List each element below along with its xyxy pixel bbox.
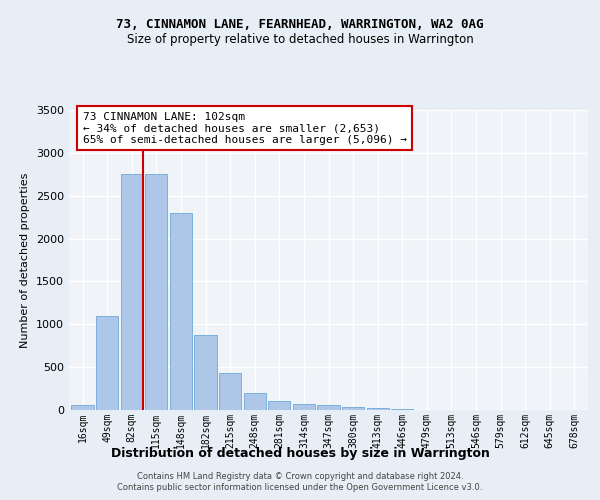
Text: 73, CINNAMON LANE, FEARNHEAD, WARRINGTON, WA2 0AG: 73, CINNAMON LANE, FEARNHEAD, WARRINGTON… bbox=[116, 18, 484, 30]
Text: 73 CINNAMON LANE: 102sqm
← 34% of detached houses are smaller (2,653)
65% of sem: 73 CINNAMON LANE: 102sqm ← 34% of detach… bbox=[83, 112, 407, 145]
Bar bbox=[367, 408, 389, 410]
Bar bbox=[219, 373, 241, 410]
Bar bbox=[145, 174, 167, 410]
Text: Contains public sector information licensed under the Open Government Licence v3: Contains public sector information licen… bbox=[118, 484, 482, 492]
Y-axis label: Number of detached properties: Number of detached properties bbox=[20, 172, 31, 348]
Bar bbox=[391, 409, 413, 410]
Bar bbox=[96, 316, 118, 410]
Text: Size of property relative to detached houses in Warrington: Size of property relative to detached ho… bbox=[127, 32, 473, 46]
Bar bbox=[194, 334, 217, 410]
Bar bbox=[317, 406, 340, 410]
Bar bbox=[121, 174, 143, 410]
Text: Distribution of detached houses by size in Warrington: Distribution of detached houses by size … bbox=[110, 448, 490, 460]
Bar bbox=[342, 408, 364, 410]
Bar bbox=[244, 393, 266, 410]
Bar bbox=[71, 406, 94, 410]
Bar bbox=[268, 402, 290, 410]
Bar bbox=[293, 404, 315, 410]
Bar bbox=[170, 213, 192, 410]
Text: Contains HM Land Registry data © Crown copyright and database right 2024.: Contains HM Land Registry data © Crown c… bbox=[137, 472, 463, 481]
